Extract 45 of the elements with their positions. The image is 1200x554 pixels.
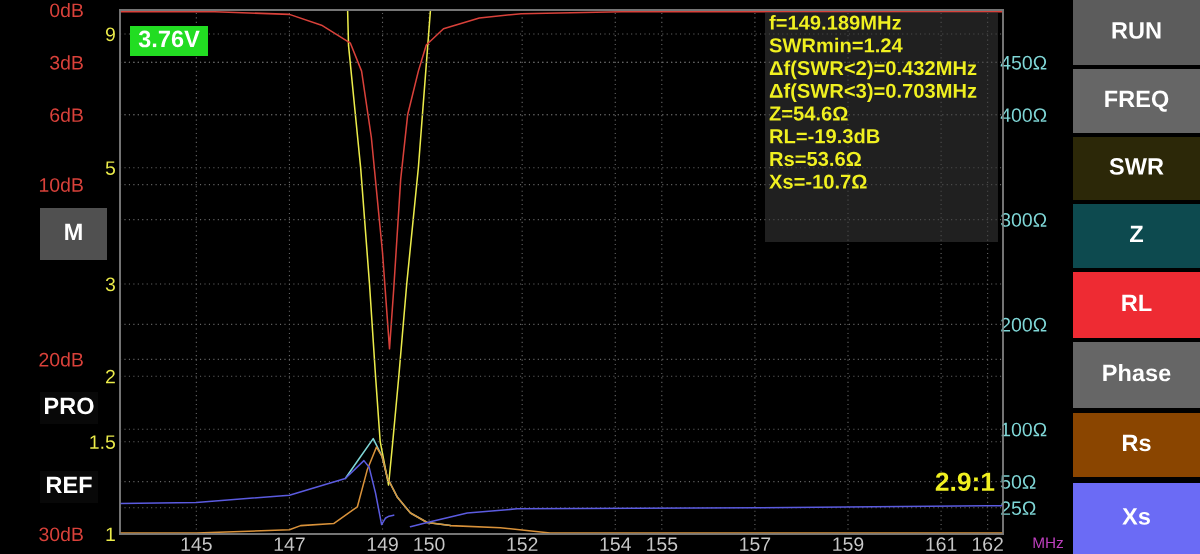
y-tick-label: 9 (105, 27, 115, 42)
y3-tick-label: 300Ω (1000, 213, 1047, 227)
y3-tick-label: 200Ω (1001, 317, 1047, 332)
x-tick-label: 149 (367, 537, 398, 552)
text: Xs (1122, 508, 1150, 525)
y-tick-label: 3 (105, 277, 115, 292)
x-tick-label: 162 (972, 537, 1003, 552)
y-tick-label: 5 (105, 161, 116, 175)
text: FREQ (1105, 90, 1169, 112)
y2-tick-label: 30dB (39, 526, 83, 542)
y2-tick-label: 0dB (50, 2, 83, 18)
text: SWR (1109, 158, 1164, 175)
x-tick-label: 155 (647, 537, 678, 552)
x-tick-label: 152 (507, 537, 538, 552)
annotation: 2.9:1 (935, 472, 995, 492)
text: Phase (1103, 363, 1171, 382)
x-tick-label: 147 (274, 537, 305, 551)
y3-tick-label: 50Ω (1001, 475, 1036, 489)
text: Rs (1122, 434, 1151, 452)
text: Z (1129, 225, 1144, 243)
annotation: 3.76V (138, 30, 200, 48)
x-tick-label: 161 (926, 537, 957, 552)
x-tick-label: 159 (833, 537, 864, 552)
y2-tick-label: 3dB (50, 55, 83, 70)
y2-tick-label: 10dB (39, 177, 83, 192)
text: REF (46, 476, 92, 494)
y3-tick-label: 25Ω (1001, 501, 1036, 516)
text: RL (1122, 294, 1152, 312)
y3-tick-label: 100Ω (1001, 422, 1047, 437)
y2-tick-label: 6dB (50, 107, 83, 123)
y2-tick-label: 20dB (39, 352, 83, 367)
y-tick-label: 1 (106, 527, 115, 542)
y-tick-label: 1.5 (90, 435, 116, 449)
x-axis-title: MHz (1033, 537, 1063, 548)
x-tick-label: 150 (414, 537, 445, 552)
x-tick-label: 154 (600, 537, 631, 552)
y3-tick-label: 400Ω (1000, 108, 1047, 123)
annotation: f=149.189MHz SWRmin=1.24 Δf(SWR<2)=0.432MHz Δf(SWR<3)=0.703MHz Z=54.6Ω RL=-19.3dB Rs=53.6Ω Xs=-10.7Ω (769, 15, 977, 189)
text: M (65, 223, 82, 241)
x-tick-label: 145 (181, 537, 212, 552)
text: RUN (1112, 22, 1161, 39)
y3-tick-label: 450Ω (1000, 55, 1047, 70)
x-tick-label: 157 (740, 537, 771, 552)
text: PRO (45, 397, 94, 415)
y-tick-label: 2 (106, 369, 115, 384)
